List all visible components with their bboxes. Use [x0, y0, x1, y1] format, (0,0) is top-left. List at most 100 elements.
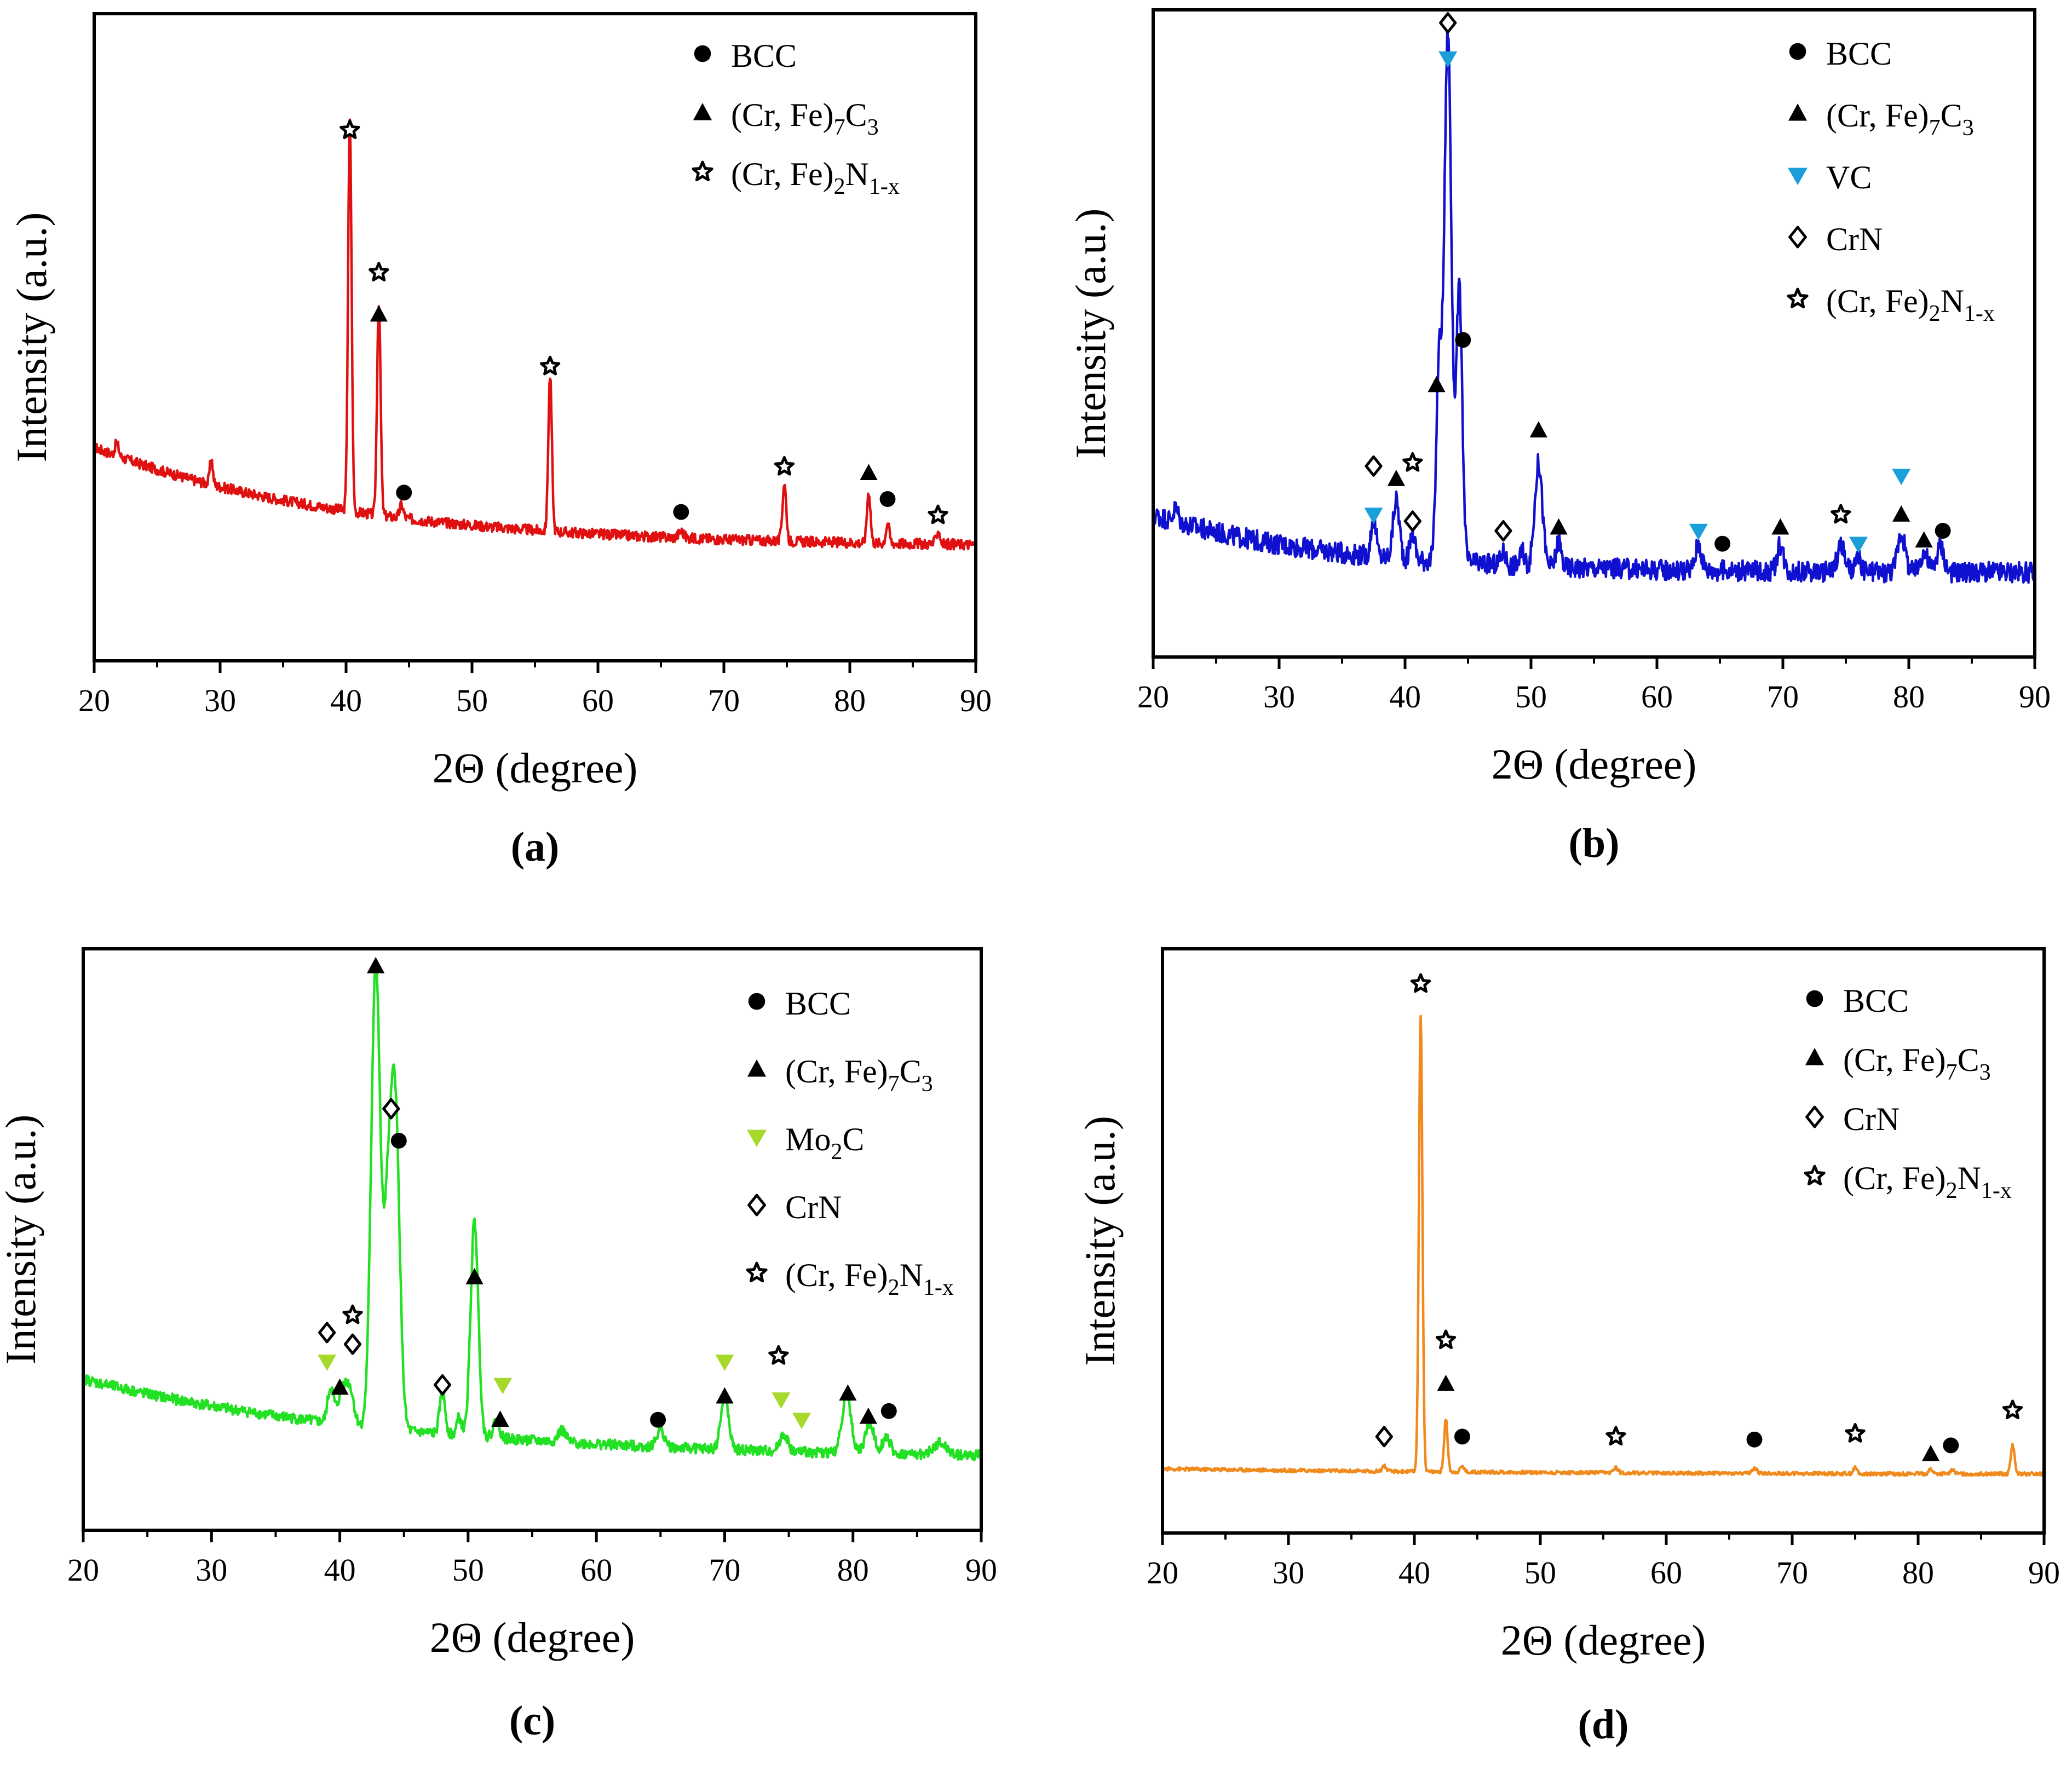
carbide-marker-icon [693, 103, 712, 120]
legend-label-subscript: 2 [831, 1139, 842, 1165]
peak-marker [839, 1384, 857, 1401]
legend-label-main: BCC [731, 38, 797, 74]
xrd-pattern-line [82, 962, 983, 1462]
legend-label: (Cr, Fe)2N1-x [731, 156, 900, 199]
carbide-marker-icon [1529, 421, 1547, 438]
peak-marker [1550, 518, 1568, 535]
peak-marker [396, 485, 412, 501]
peak-marker [1831, 504, 1851, 524]
legend-label-subscript: 7 [888, 1071, 900, 1097]
x-tick-label: 30 [1273, 1555, 1304, 1590]
xrd-pattern-line [93, 118, 977, 551]
nitride-star-marker-icon [692, 160, 713, 182]
nitride-star-marker-icon [774, 456, 795, 476]
legend-entry: (Cr, Fe)7C3 [747, 1053, 933, 1097]
crn-marker-icon [1375, 1426, 1393, 1448]
legend-entry: CrN [1788, 221, 1883, 257]
legend-label-subscript: 3 [1962, 116, 1974, 141]
bcc-marker-icon [1746, 1431, 1763, 1448]
x-tick-label: 70 [708, 683, 740, 718]
y-axis-title: Intensity (a.u.) [1076, 1116, 1124, 1366]
bcc-marker-icon [650, 1411, 666, 1428]
legend-entry: BCC [694, 38, 797, 74]
x-tick-label: 80 [837, 1552, 869, 1588]
peak-marker [792, 1413, 811, 1430]
carbide-marker-icon [1771, 518, 1789, 535]
legend-label-subscript: 3 [1979, 1060, 1991, 1085]
xrd-pattern-line [1152, 28, 2036, 584]
legend-label-main: N [1958, 1160, 1981, 1196]
carbide-down-marker-icon [493, 1378, 513, 1394]
peak-marker [1402, 452, 1423, 472]
legend-label-main: C [1958, 1042, 1979, 1078]
peak-marker [1435, 1329, 1457, 1350]
carbide-marker-icon [1428, 376, 1446, 393]
peak-marker [1935, 523, 1951, 539]
legend-label-main: (Cr, Fe) [785, 1053, 888, 1090]
panel-d: 20 30 40 50 60 70 80 90 2Θ (degree) Intensity (a.… [1076, 947, 2060, 1748]
x-tick-label: 90 [2028, 1555, 2060, 1590]
peak-marker [1439, 12, 1457, 34]
legend-label: BCC [1826, 36, 1892, 72]
legend-label-main: C [845, 97, 867, 133]
peak-marker [2002, 1399, 2023, 1420]
peak-marker [493, 1378, 513, 1394]
crn-marker-icon [747, 1194, 766, 1217]
carbide-down-marker-icon [1892, 469, 1911, 486]
y-axis-title: Intensity (a.u.) [1067, 208, 1114, 458]
peak-marker [369, 262, 389, 282]
legend-entry: Mo2C [747, 1121, 864, 1165]
legend-entry: BCC [1806, 983, 1909, 1019]
x-tick-label: 70 [1776, 1555, 1808, 1590]
x-tick-label: 20 [1137, 679, 1169, 714]
crn-marker-icon [1805, 1105, 1824, 1128]
legend-label-main: (Cr, Fe) [785, 1257, 888, 1293]
peak-marker [1428, 376, 1446, 393]
peak-marker [1365, 455, 1383, 477]
x-tick-label: 30 [204, 683, 236, 718]
panel-label: (d) [1578, 1702, 1629, 1748]
nitride-star-marker-icon [768, 1345, 789, 1365]
legend-entry: (Cr, Fe)7C3 [1805, 1042, 1991, 1085]
legend-label: (Cr, Fe)2N1-x [1826, 283, 1995, 326]
x-tick-label: 90 [965, 1552, 997, 1588]
carbide-down-marker-icon [747, 1129, 767, 1147]
crn-marker-icon [318, 1322, 336, 1344]
carbide-marker-icon [331, 1378, 349, 1395]
bcc-marker-icon [880, 1403, 897, 1419]
legend-label: CrN [1843, 1101, 1900, 1137]
carbide-down-marker-icon [1438, 51, 1458, 68]
peak-marker [772, 1392, 791, 1409]
panel-c: 20 30 40 50 60 70 80 90 2Θ (degree) Intensity (a.… [0, 947, 997, 1744]
peak-marker [1915, 531, 1933, 548]
legend-label-subscript: 7 [1946, 1060, 1958, 1085]
carbide-marker-icon [465, 1268, 484, 1284]
legend-label-subscript: 1-x [1964, 301, 1995, 326]
bcc-marker-icon [879, 491, 896, 507]
crn-marker-icon [1494, 520, 1512, 542]
x-tick-label: 70 [1767, 679, 1799, 714]
peak-marker [390, 1133, 407, 1149]
legend-label: CrN [1826, 221, 1883, 257]
legend-label-main: (Cr, Fe) [731, 156, 834, 192]
x-axis-title: 2Θ (degree) [1492, 740, 1697, 788]
x-axis-title: 2Θ (degree) [1501, 1616, 1706, 1664]
legend-label-main: (Cr, Fe) [1826, 283, 1929, 319]
x-tick-label: 80 [1902, 1555, 1934, 1590]
x-tick-label: 20 [78, 683, 110, 718]
peak-marker [650, 1411, 666, 1428]
x-tick-label: 40 [1398, 1555, 1430, 1590]
peak-marker [318, 1322, 336, 1344]
carbide-marker-icon [859, 1407, 877, 1424]
crn-marker-icon [343, 1333, 362, 1355]
bcc-marker-icon [396, 485, 412, 501]
nitride-star-marker-icon [928, 504, 948, 525]
legend-label-subscript: 1-x [923, 1275, 954, 1300]
crn-marker-icon [1788, 226, 1807, 249]
nitride-star-marker-icon [342, 1304, 363, 1324]
legend-label: (Cr, Fe)2N1-x [785, 1257, 954, 1300]
peak-marker [768, 1345, 789, 1365]
legend-label-subscript: 3 [922, 1071, 933, 1097]
nitride-star-marker-icon [539, 355, 561, 376]
